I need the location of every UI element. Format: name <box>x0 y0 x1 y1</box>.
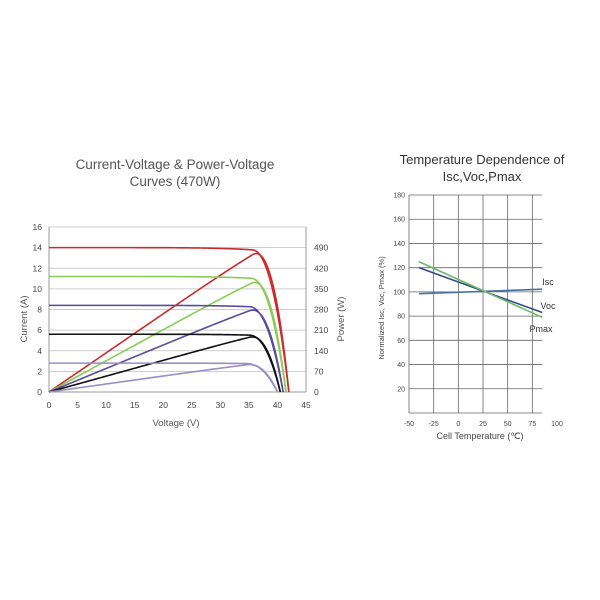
temp-series-label-isc: Isc <box>542 277 554 287</box>
pv-curve-1 <box>48 281 287 393</box>
temp-chart-title-line-1: Temperature Dependence of <box>399 152 565 167</box>
iv-y-tick-label: 0 <box>37 387 42 397</box>
pv-curve-3 <box>48 336 282 393</box>
temp-series-label-pmax: Pmax <box>529 324 553 334</box>
iv-y2-tick-label: 140 <box>314 346 328 356</box>
temp-x-tick-label: 100 <box>551 421 563 428</box>
iv-y2-tick-label: 350 <box>314 284 328 294</box>
temp-x-tick-label: 25 <box>479 421 487 428</box>
iv-y2-axis-label: Power (W) <box>336 297 347 342</box>
temp-series-label-voc: Voc <box>540 301 556 311</box>
iv-y-tick-label: 14 <box>33 243 43 253</box>
temp-y-tick-label: 180 <box>393 193 405 200</box>
iv-x-tick-label: 40 <box>273 400 283 410</box>
temp-x-tick-label: 0 <box>456 421 460 428</box>
iv-y-tick-label: 10 <box>33 284 43 294</box>
iv-y2-tick-label: 490 <box>314 243 328 253</box>
temp-x-tick-label: -25 <box>429 421 439 428</box>
iv-chart-title: Current-Voltage & Power-Voltage Curves (… <box>55 156 295 190</box>
temp-y-tick-label: 60 <box>397 338 405 345</box>
iv-y-tick-label: 16 <box>33 222 43 232</box>
temp-series-line-isc <box>418 288 543 295</box>
iv-chart-title-line-2: Curves (470W) <box>129 174 221 189</box>
iv-curve-1 <box>49 275 287 393</box>
iv-y2-tick-label: 210 <box>314 325 328 335</box>
temp-y-tick-label: 20 <box>397 386 405 393</box>
iv-y2-tick-label: 280 <box>314 305 328 315</box>
temp-chart-title-line-2: Isc,Voc,Pmax <box>442 169 522 184</box>
iv-curve-0 <box>49 246 290 393</box>
temp-y-tick-label: 160 <box>393 217 405 224</box>
iv-curve-4 <box>49 362 279 393</box>
temp-x-tick-label: -50 <box>404 421 414 428</box>
iv-y2-tick-label: 70 <box>314 366 324 376</box>
pv-curve-2 <box>48 309 284 393</box>
iv-x-tick-label: 25 <box>187 400 197 410</box>
temp-x-tick-label: 75 <box>528 421 536 428</box>
iv-y-tick-label: 4 <box>37 346 42 356</box>
temp-y-tick-label: 100 <box>393 289 405 296</box>
iv-x-tick-label: 20 <box>158 400 168 410</box>
pv-curve-0 <box>48 252 290 393</box>
iv-x-tick-label: 0 <box>47 400 52 410</box>
iv-y-tick-label: 12 <box>33 263 43 273</box>
iv-y-tick-label: 2 <box>37 366 42 376</box>
temp-x-tick-label: 50 <box>504 421 512 428</box>
temp-y-tick-label: 80 <box>397 314 405 321</box>
iv-x-axis-label: Voltage (V) <box>153 418 200 429</box>
iv-x-tick-label: 5 <box>75 400 80 410</box>
iv-y-tick-label: 8 <box>37 305 42 315</box>
iv-y2-tick-label: 0 <box>314 387 319 397</box>
iv-y-tick-label: 6 <box>37 325 42 335</box>
temp-y-tick-label: 140 <box>393 241 405 248</box>
iv-y2-tick-label: 420 <box>314 263 328 273</box>
iv-y-axis-label: Current (A) <box>19 296 30 343</box>
pv-curve-4 <box>48 363 279 393</box>
iv-x-tick-label: 35 <box>244 400 254 410</box>
iv-x-tick-label: 10 <box>101 400 111 410</box>
iv-x-tick-label: 15 <box>130 400 140 410</box>
temp-y-tick-label: 40 <box>397 362 405 369</box>
iv-chart-title-line-1: Current-Voltage & Power-Voltage <box>75 157 275 172</box>
iv-x-tick-label: 45 <box>301 400 311 410</box>
temp-series-line-pmax <box>418 260 543 319</box>
temp-y-tick-label: 120 <box>393 265 405 272</box>
temp-y-axis-label: Normalized Isc, Voc, Pmax (%) <box>377 256 386 360</box>
temp-chart-title: Temperature Dependence of Isc,Voc,Pmax <box>382 151 582 185</box>
iv-curve-3 <box>49 333 282 393</box>
iv-x-tick-label: 30 <box>216 400 226 410</box>
temp-x-axis-label: Cell Temperature (℃) <box>437 431 524 441</box>
iv-curve-2 <box>49 304 284 393</box>
